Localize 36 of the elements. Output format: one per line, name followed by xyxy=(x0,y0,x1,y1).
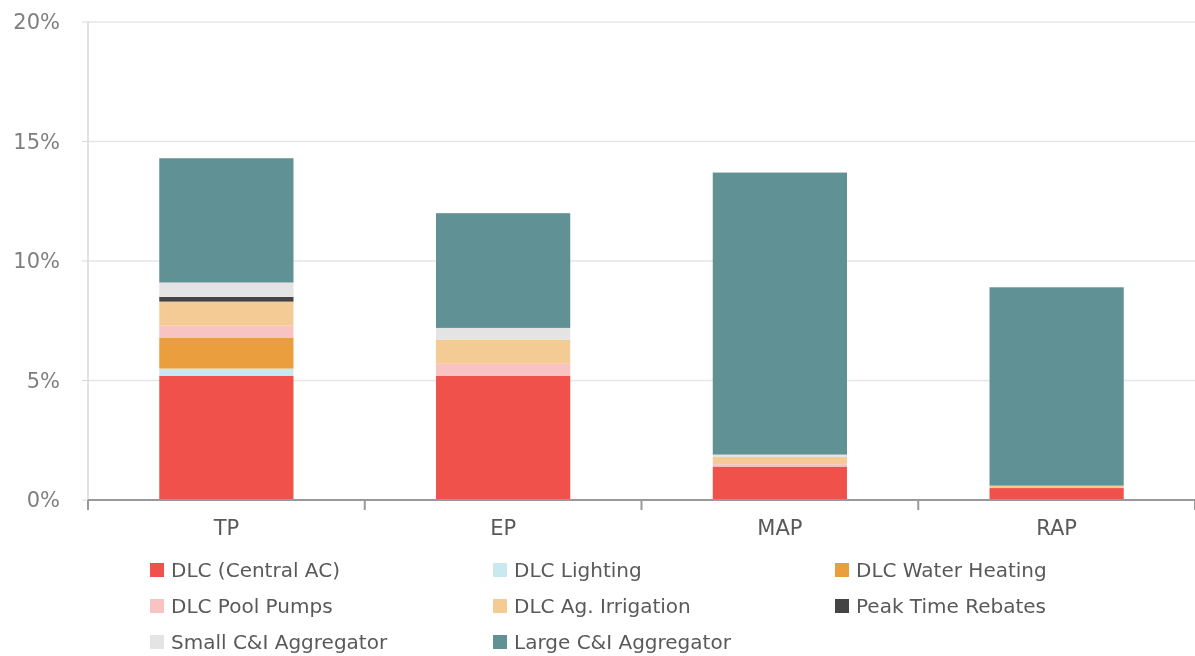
legend-label: Large C&I Aggregator xyxy=(514,630,732,654)
y-tick-label: 0% xyxy=(26,488,60,513)
bar xyxy=(712,172,847,455)
x-tick-label: TP xyxy=(212,516,240,540)
y-tick-label: 10% xyxy=(13,249,60,274)
x-tick-label: EP xyxy=(490,516,517,540)
legend-label: DLC Pool Pumps xyxy=(171,594,333,618)
bar xyxy=(159,296,294,302)
bar xyxy=(712,456,847,465)
bar xyxy=(159,301,294,326)
bar xyxy=(159,337,294,369)
y-tick-label: 15% xyxy=(13,129,60,154)
bar xyxy=(159,375,294,500)
bar xyxy=(436,375,571,500)
bar xyxy=(989,488,1124,500)
legend-label: DLC (Central AC) xyxy=(171,558,340,582)
y-tick-label: 20% xyxy=(13,10,60,35)
bar xyxy=(989,287,1124,486)
bar xyxy=(436,339,571,364)
bar xyxy=(436,327,571,340)
bar xyxy=(436,213,571,328)
bar xyxy=(712,464,847,467)
bar xyxy=(712,466,847,500)
legend-label: DLC Lighting xyxy=(514,558,642,582)
x-tick-label: MAP xyxy=(757,516,803,540)
bar xyxy=(436,363,571,376)
y-tick-label: 5% xyxy=(26,368,60,393)
bar xyxy=(159,282,294,297)
legend-label: DLC Ag. Irrigation xyxy=(514,594,691,618)
legend-label: Peak Time Rebates xyxy=(856,594,1046,618)
legend-label: DLC Water Heating xyxy=(856,558,1047,582)
legend-label: Small C&I Aggregator xyxy=(171,630,388,654)
bar xyxy=(159,325,294,338)
bar xyxy=(159,158,294,283)
x-tick-label: RAP xyxy=(1036,516,1078,540)
bar xyxy=(159,368,294,376)
